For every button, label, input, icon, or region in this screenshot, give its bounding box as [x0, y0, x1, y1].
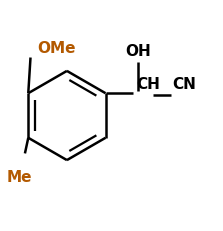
Text: OMe: OMe	[37, 41, 76, 56]
Text: CN: CN	[172, 77, 196, 92]
Text: Me: Me	[7, 170, 32, 185]
Text: CH: CH	[137, 77, 161, 92]
Text: OH: OH	[125, 44, 151, 59]
